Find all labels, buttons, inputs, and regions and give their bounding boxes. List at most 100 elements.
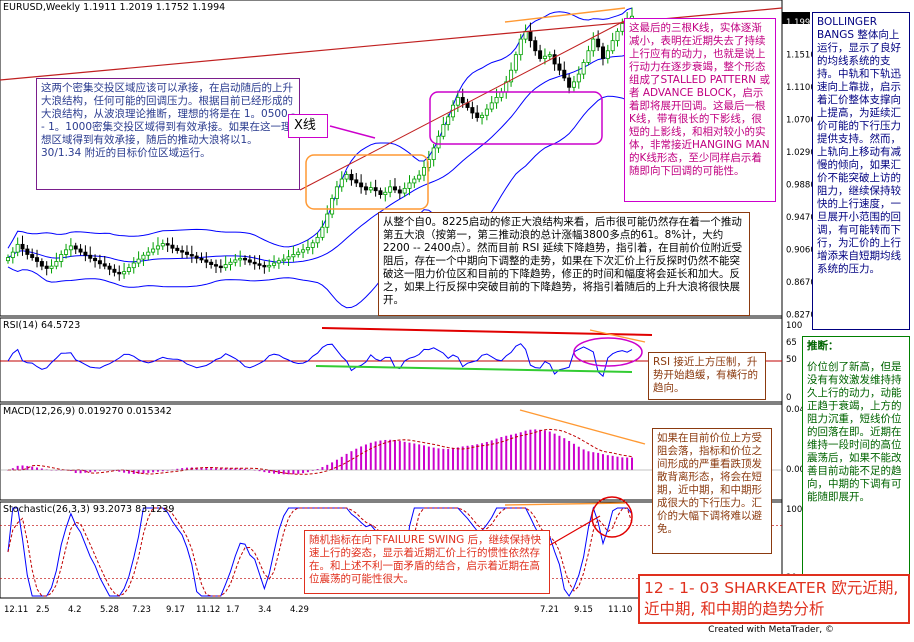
macd-histogram-bar bbox=[94, 470, 97, 472]
candle-body bbox=[581, 62, 586, 75]
note-conclusion: 推断： 价位创了新高，但是没有有效激发维持持久上行的动力，动能正趋于衰竭，上方的… bbox=[802, 336, 910, 596]
macd-histogram-bar bbox=[137, 470, 140, 474]
macd-histogram-bar bbox=[306, 470, 309, 473]
macd-histogram-bar bbox=[442, 448, 445, 470]
candle-body bbox=[218, 265, 223, 269]
macd-histogram-bar bbox=[21, 465, 24, 470]
candle-body bbox=[596, 38, 601, 48]
candle-body bbox=[378, 190, 383, 195]
macd-histogram-bar bbox=[432, 447, 435, 470]
candle-body bbox=[146, 251, 151, 256]
macd-histogram-bar bbox=[127, 470, 130, 474]
candle-body bbox=[605, 50, 610, 59]
candle-body bbox=[175, 247, 180, 251]
date-tick-label: 11.10 bbox=[608, 605, 632, 615]
macd-histogram-bar bbox=[74, 470, 77, 474]
macd-histogram-bar bbox=[321, 467, 324, 470]
candle-body bbox=[542, 55, 547, 59]
price-tick-label: 1.0290 bbox=[786, 148, 816, 158]
candle-body bbox=[228, 261, 233, 265]
candle-body bbox=[141, 254, 146, 260]
rsi-trend-line bbox=[589, 329, 646, 343]
macd-series bbox=[0, 409, 782, 475]
candle-body bbox=[397, 189, 402, 194]
resistance-line bbox=[504, 7, 626, 23]
candle-body bbox=[615, 30, 620, 42]
date-tick-label: 1.7 bbox=[226, 605, 240, 615]
macd-histogram-bar bbox=[282, 470, 285, 475]
candle-body bbox=[373, 187, 378, 192]
candle-body bbox=[455, 97, 460, 106]
macd-histogram-bar bbox=[413, 443, 416, 470]
candle-body bbox=[204, 259, 209, 263]
page-title: 12 - 1- 03 SHARKEATER 欧元近期, 近中期, 和中期的趋势分… bbox=[638, 574, 910, 624]
macd-histogram-bar bbox=[229, 468, 232, 470]
zone-box-purple bbox=[429, 91, 603, 145]
macd-histogram-bar bbox=[277, 470, 280, 475]
macd-histogram-bar bbox=[476, 444, 479, 470]
candle-body bbox=[349, 173, 354, 181]
stoch-arrow bbox=[549, 515, 601, 546]
price-tick-label: 0.9470 bbox=[786, 213, 816, 223]
macd-histogram-bar bbox=[161, 470, 164, 472]
candle-body bbox=[431, 147, 436, 161]
candle-body bbox=[591, 38, 596, 52]
candle-body bbox=[223, 264, 228, 269]
macd-histogram-bar bbox=[268, 470, 271, 473]
price-tick-label: 0.8670 bbox=[786, 278, 816, 288]
macd-histogram-bar bbox=[437, 448, 440, 470]
note-wave-structure: 从整个自0。8225启动的修正大浪结构来看，后市很可能仍然存在着一个推动第五大浪… bbox=[378, 212, 750, 316]
macd-histogram-bar bbox=[481, 443, 484, 470]
macd-histogram-bar bbox=[423, 445, 425, 470]
candle-body bbox=[189, 254, 194, 257]
candle-body bbox=[160, 243, 165, 247]
macd-histogram-bar bbox=[364, 444, 367, 470]
candle-body bbox=[213, 264, 218, 267]
candle-body bbox=[523, 30, 528, 40]
macd-histogram-bar bbox=[403, 441, 406, 470]
bollinger-bands bbox=[7, 7, 633, 309]
candle-body bbox=[49, 265, 54, 269]
price-tick-label: 1.0700 bbox=[786, 116, 816, 126]
price-tick-label: 1.1994 bbox=[786, 18, 816, 28]
macd-histogram-bar bbox=[224, 468, 227, 470]
macd-histogram-bar bbox=[123, 470, 126, 473]
candle-body bbox=[610, 40, 615, 52]
macd-histogram-bar bbox=[176, 468, 179, 470]
candle-body bbox=[407, 182, 412, 189]
candle-body bbox=[513, 54, 518, 71]
date-tick-label: 12.11 bbox=[4, 605, 28, 615]
macd-histogram-bar bbox=[79, 470, 82, 474]
candle-body bbox=[247, 259, 252, 263]
candle-body bbox=[112, 268, 117, 273]
macd-histogram-bar bbox=[181, 468, 184, 470]
macd-histogram-bar bbox=[26, 465, 29, 470]
candle-body bbox=[272, 262, 277, 266]
candlestick-series bbox=[6, 7, 635, 281]
date-tick-label: 7.23 bbox=[132, 605, 151, 615]
macd-histogram-bar bbox=[16, 465, 19, 470]
candle-body bbox=[489, 102, 494, 110]
candle-body bbox=[383, 191, 388, 195]
macd-histogram-bar bbox=[156, 470, 159, 472]
rsi-highlight bbox=[573, 337, 643, 367]
rsi-series bbox=[0, 327, 782, 378]
candle-body bbox=[184, 251, 189, 255]
macd-histogram-bar bbox=[548, 431, 551, 470]
macd-histogram-bar bbox=[408, 442, 411, 470]
candle-body bbox=[344, 173, 349, 180]
rsi-support-line bbox=[315, 365, 633, 373]
note-macd: 如果在目前价位上方受阻会落，指标和价位之间形成的严重看跌顶发散背离形态，将会在短… bbox=[652, 428, 772, 554]
candle-body bbox=[78, 248, 83, 253]
stoch-highlight bbox=[591, 496, 633, 538]
candle-body bbox=[417, 174, 422, 180]
macd-histogram-bar bbox=[471, 445, 474, 470]
candle-body bbox=[567, 77, 572, 88]
candle-body bbox=[39, 261, 44, 267]
candle-body bbox=[73, 245, 78, 250]
stoch-d-line bbox=[7, 507, 633, 597]
macd-histogram-bar bbox=[205, 467, 208, 470]
macd-histogram-bar bbox=[263, 470, 266, 473]
macd-histogram-bar bbox=[616, 456, 619, 470]
macd-histogram-bar bbox=[142, 470, 145, 474]
